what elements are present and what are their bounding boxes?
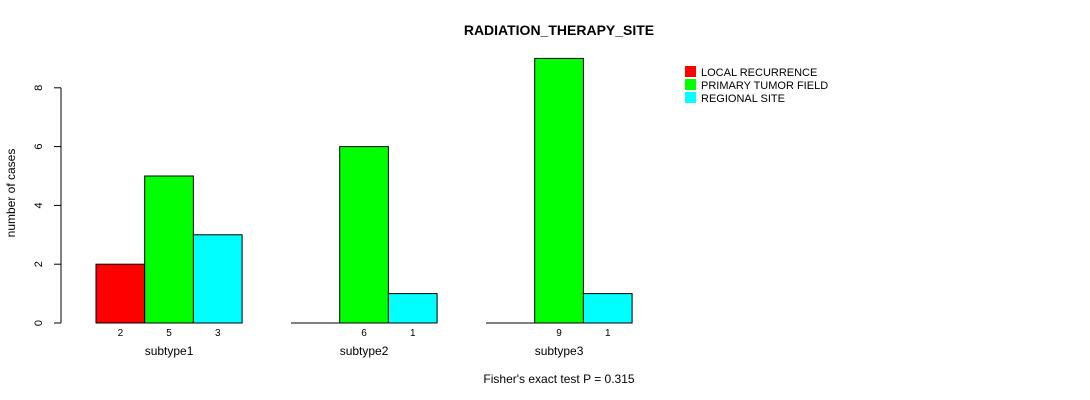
y-tick-label: 4 [33, 202, 45, 208]
y-tick-label: 0 [33, 320, 45, 326]
bar-subtype3-1 [534, 57, 584, 324]
category-labels: subtype1 subtype2 subtype3 [145, 344, 584, 358]
bar-subtype1-2 [192, 234, 243, 324]
value-labels: 2 5 3 6 1 9 1 [118, 328, 611, 339]
legend-swatch [685, 66, 696, 77]
bar-value-label: 3 [215, 328, 221, 339]
category-label: subtype2 [340, 344, 389, 358]
bar-value-label: 2 [118, 328, 124, 339]
legend-label: LOCAL RECURRENCE [701, 67, 817, 79]
bar-subtype1-1 [144, 175, 194, 324]
y-tick-label: 6 [33, 144, 45, 150]
y-axis: 0 2 4 6 8 [33, 85, 62, 326]
legend-swatch [685, 92, 696, 103]
bars [95, 57, 633, 324]
fisher-test-note: Fisher's exact test P = 0.315 [483, 372, 634, 386]
y-tick-label: 8 [33, 85, 45, 91]
bar-value-label: 1 [410, 328, 416, 339]
category-label: subtype1 [145, 344, 194, 358]
bar-subtype3-2 [582, 293, 633, 324]
bar-subtype2-1 [339, 146, 389, 324]
legend-swatch [685, 79, 696, 90]
chart-title: RADIATION_THERAPY_SITE [464, 22, 654, 38]
bar-value-label: 6 [361, 328, 367, 339]
y-axis-label: number of cases [4, 149, 18, 238]
legend-label: REGIONAL SITE [701, 93, 785, 105]
bar-subtype2-2 [387, 293, 438, 324]
bar-value-label: 9 [556, 328, 562, 339]
bar-value-label: 5 [166, 328, 172, 339]
legend-label: PRIMARY TUMOR FIELD [701, 80, 828, 92]
category-label: subtype3 [535, 344, 584, 358]
y-tick-label: 2 [33, 261, 45, 267]
bar-subtype1-0 [95, 263, 146, 324]
bar-value-label: 1 [605, 328, 611, 339]
